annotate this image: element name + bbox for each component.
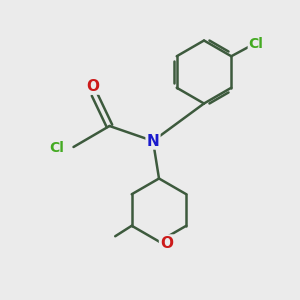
Text: O: O bbox=[160, 236, 173, 250]
Text: O: O bbox=[86, 79, 100, 94]
Text: Cl: Cl bbox=[249, 37, 264, 51]
Text: Cl: Cl bbox=[50, 142, 64, 155]
Text: N: N bbox=[147, 134, 159, 148]
